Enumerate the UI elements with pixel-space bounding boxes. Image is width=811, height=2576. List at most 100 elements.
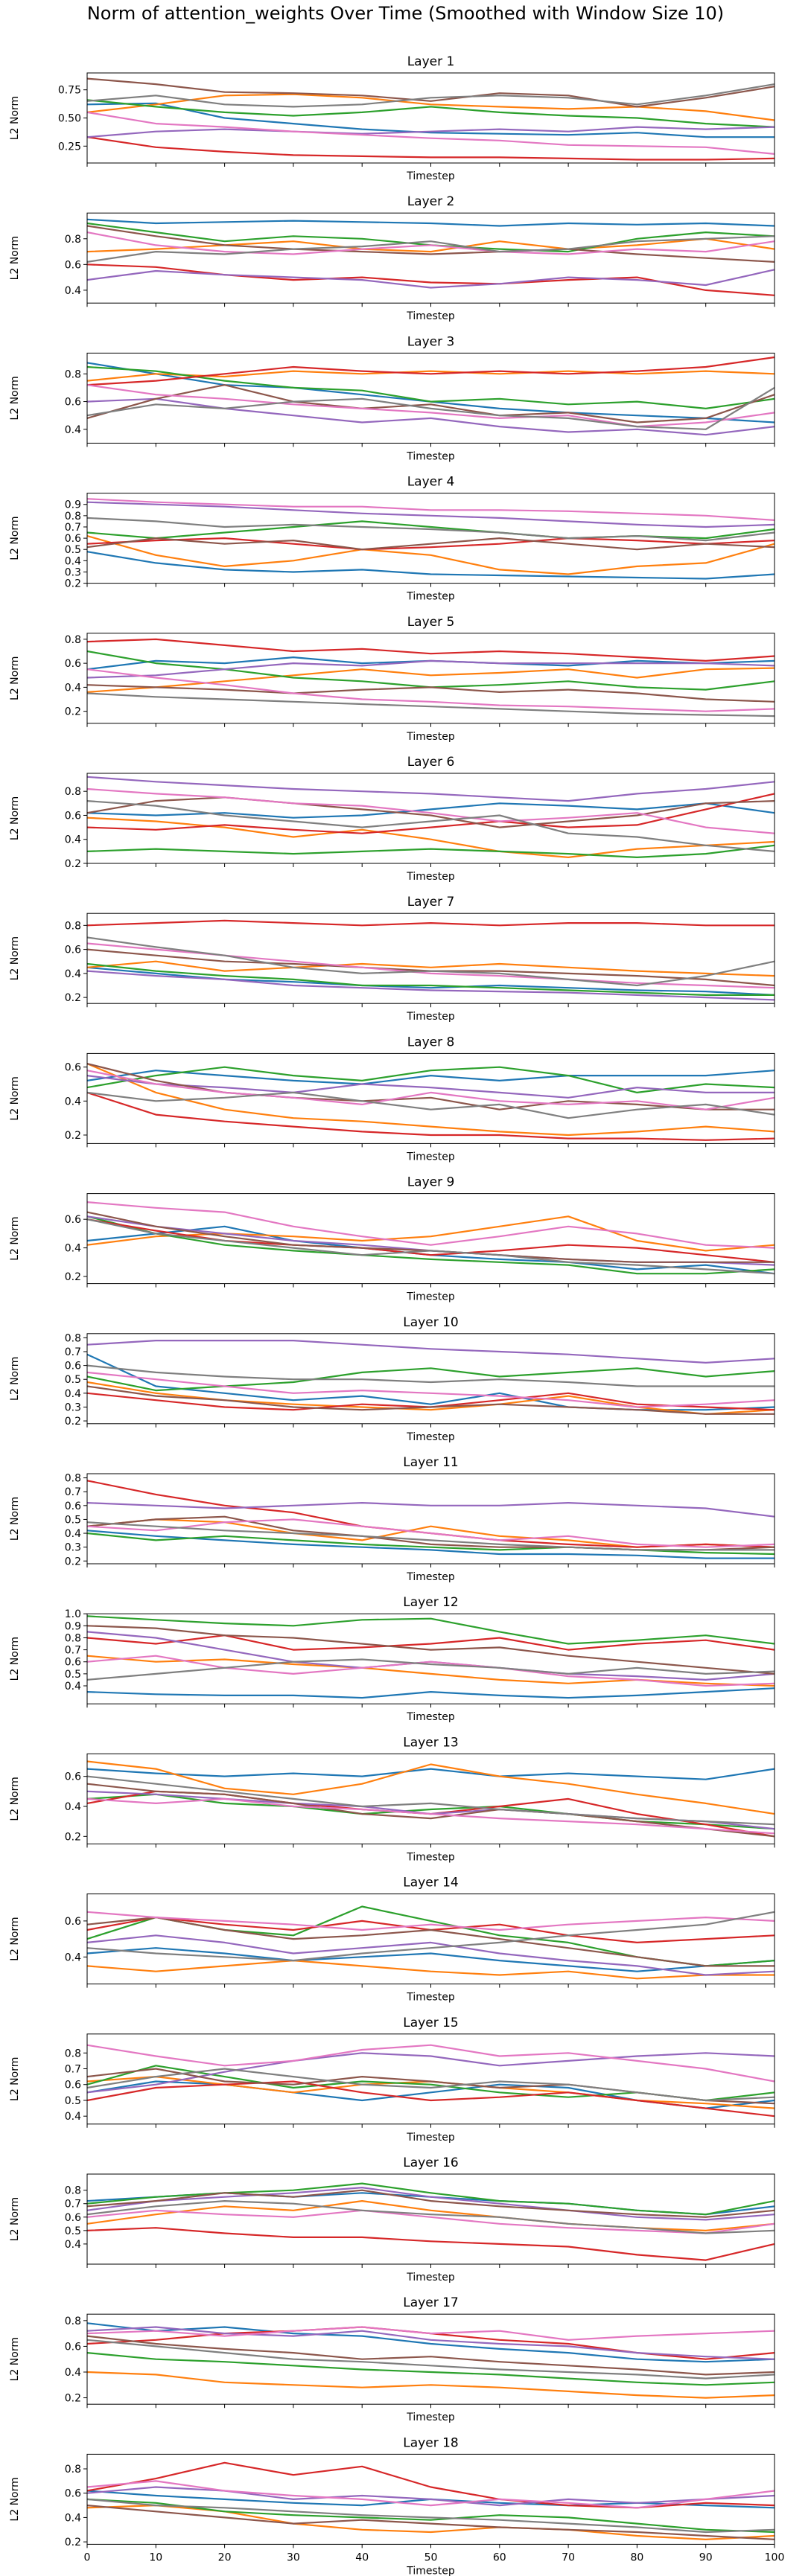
y-tick-label: 0.6 [65, 2080, 81, 2091]
x-axis-label: Timestep [406, 1571, 455, 1583]
y-tick-label: 0.2 [65, 1416, 81, 1428]
series-line-1 [86, 102, 775, 138]
y-tick-label: 0.8 [65, 1473, 81, 1485]
subplot-title: Layer 12 [403, 1595, 458, 1610]
y-axis-label: L2 Norm [9, 796, 21, 840]
series-line-2 [86, 2200, 775, 2231]
series-line-2 [86, 237, 775, 253]
y-tick-label: 0.8 [65, 1332, 81, 1344]
series-line-1 [86, 1687, 775, 1699]
y-tick-label: 0.2 [65, 578, 81, 590]
x-axis-label: Timestep [406, 871, 455, 883]
series-line-7 [86, 384, 775, 428]
x-tick-label: 80 [630, 2551, 643, 2563]
y-tick-label: 0.7 [65, 1486, 81, 1498]
x-axis-label: Timestep [406, 1431, 455, 1443]
series-line-6 [86, 1917, 775, 1967]
series-line-6 [86, 1783, 775, 1838]
figure-title: Norm of attention_weights Over Time (Smo… [86, 3, 725, 24]
y-tick-label: 0.7 [65, 1346, 81, 1358]
y-tick-label: 0.2 [65, 2537, 81, 2548]
series-line-2 [86, 1063, 775, 1137]
series-line-5 [86, 970, 775, 1001]
series-line-4 [86, 2461, 775, 2509]
series-line-7 [86, 1797, 775, 1835]
series-line-8 [86, 692, 775, 717]
y-tick-label: 0.5 [65, 1514, 81, 1526]
series-line-2 [86, 960, 775, 977]
y-tick-label: 0.2 [65, 706, 81, 718]
series-line-6 [86, 384, 775, 424]
subplot-11: Layer 11 0.2 0.3 0.4 0.5 0.6 0.70.8 Timestep L2 … [9, 1455, 775, 1583]
series-line-1 [86, 1070, 775, 1085]
y-axis-label: L2 Norm [9, 656, 21, 700]
y-axis-label: L2 Norm [9, 1357, 21, 1401]
y-axis-label: L2 Norm [9, 2057, 21, 2101]
subplot-4: Layer 4 0.20.30.40.50.60.70.80.9 Timestep L… [9, 475, 775, 603]
series-line-8 [86, 1911, 775, 1962]
series-line-7 [86, 1201, 775, 1249]
series-line-3 [86, 2352, 775, 2386]
y-tick-label: 1.0 [65, 1608, 81, 1620]
series-line-3 [86, 99, 775, 128]
subplot-3: Layer 3 0.4 0.6 0.8 Timestep L2 Norm [9, 334, 775, 462]
series-line-7 [86, 2209, 775, 2234]
x-tick-label: 30 [287, 2551, 300, 2563]
y-axis-label: L2 Norm [9, 1777, 21, 1821]
x-tick-label: 20 [218, 2551, 232, 2563]
subplot-5: Layer 5 0.2 0.4 0.6 0.8 Timestep L2 Norm [9, 615, 775, 743]
y-tick-label: 0.2 [65, 992, 81, 1004]
x-tick-label: 50 [424, 2551, 438, 2563]
series-line-2 [86, 1215, 775, 1252]
series-line-3 [86, 1905, 775, 1967]
series-line-6 [86, 1063, 775, 1110]
series-line-5 [86, 501, 775, 528]
subplot-title: Layer 8 [407, 1035, 455, 1049]
y-tick-label: 0.4 [65, 2512, 81, 2524]
series-line-6 [86, 684, 775, 703]
y-axis-label: L2 Norm [9, 2197, 21, 2241]
subplot-title: Layer 6 [407, 755, 455, 770]
subplot-6: Layer 6 0.2 0.4 0.6 0.8 Timestep L2 Norm [9, 755, 775, 883]
subplot-title: Layer 15 [403, 2016, 458, 2030]
y-tick-label: 0.4 [65, 834, 81, 846]
y-tick-label: 0.5 [65, 2225, 81, 2237]
series-line-2 [86, 1760, 775, 1815]
series-line-8 [86, 2498, 775, 2534]
series-line-2 [86, 816, 775, 859]
x-axis-label: Timestep [406, 1992, 455, 2004]
y-tick-label: 0.4 [65, 2111, 81, 2123]
y-axis-label: L2 Norm [9, 1637, 21, 1681]
series-line-5 [86, 1501, 775, 1518]
y-tick-label: 0.8 [65, 511, 81, 522]
subplot-13: Layer 13 0.2 0.4 0.6 Timestep L2 Norm [9, 1735, 775, 1863]
series-line-4 [86, 356, 775, 386]
y-tick-label: 0.25 [58, 141, 81, 153]
x-axis-label: Timestep [406, 1711, 455, 1723]
series-line-3 [86, 2182, 775, 2216]
y-tick-label: 0.6 [65, 1771, 81, 1783]
series-line-7 [86, 1911, 775, 1931]
y-tick-label: 0.6 [65, 810, 81, 822]
subplot-18: Layer 18 0.2 0.4 0.6 0.8 0 10 20 30 40 50 60 70 80 90 1… [9, 2435, 784, 2576]
x-axis-label: Timestep [406, 2565, 455, 2576]
y-axis-label: L2 Norm [9, 1216, 21, 1260]
series-line-4 [86, 537, 775, 551]
series-line-1 [86, 1768, 775, 1780]
series-line-7 [86, 231, 775, 255]
y-tick-label: 0.4 [65, 968, 81, 980]
y-axis-label: L2 Norm [9, 376, 21, 420]
x-tick-label: 100 [765, 2551, 785, 2563]
series-line-7 [86, 668, 775, 712]
series-line-8 [86, 800, 775, 852]
series-line-8 [86, 235, 775, 263]
y-tick-label: 0.3 [65, 1542, 81, 1554]
series-line-5 [86, 1215, 775, 1266]
series-line-5 [86, 2326, 775, 2360]
series-line-3 [86, 1215, 775, 1275]
y-tick-label: 0.6 [65, 1916, 81, 1928]
series-line-4 [86, 919, 775, 927]
subplot-7: Layer 7 0.2 0.4 0.6 0.8 Timestep L2 Norm [9, 895, 775, 1023]
